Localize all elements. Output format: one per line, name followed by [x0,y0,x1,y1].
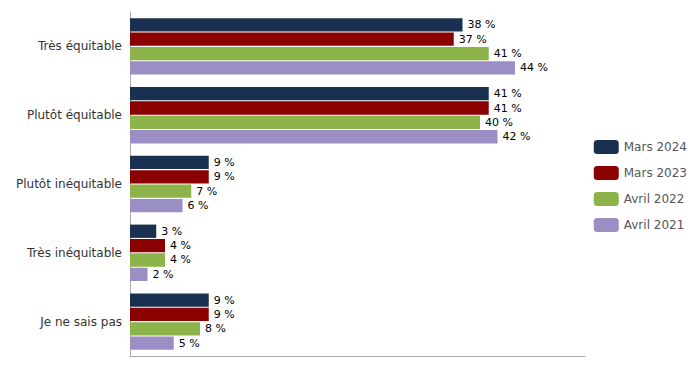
svg-text:Plutôt équitable: Plutôt équitable [27,108,122,122]
svg-text:3 %: 3 % [161,225,182,238]
svg-text:Mars 2024: Mars 2024 [624,140,687,154]
svg-text:7 %: 7 % [196,185,217,198]
svg-text:Plutôt inéquitable: Plutôt inéquitable [16,177,122,191]
svg-text:40 %: 40 % [485,116,513,129]
svg-text:Mars 2023: Mars 2023 [624,166,687,180]
svg-text:41 %: 41 % [494,87,522,100]
svg-text:41 %: 41 % [494,47,522,60]
svg-text:4 %: 4 % [170,239,191,252]
svg-text:9 %: 9 % [214,308,235,321]
svg-text:41 %: 41 % [494,102,522,115]
svg-text:8 %: 8 % [205,322,226,335]
svg-text:Avril 2022: Avril 2022 [624,192,685,206]
svg-text:37 %: 37 % [459,33,487,46]
svg-text:9 %: 9 % [214,156,235,169]
svg-text:Je ne sais pas: Je ne sais pas [39,315,122,329]
svg-text:5 %: 5 % [179,337,200,350]
svg-text:9 %: 9 % [214,294,235,307]
svg-text:Très inéquitable: Très inéquitable [26,246,122,260]
svg-text:Très équitable: Très équitable [37,39,122,53]
svg-text:6 %: 6 % [188,199,209,212]
svg-text:Avril 2021: Avril 2021 [624,218,685,232]
svg-text:42 %: 42 % [503,130,531,143]
svg-text:4 %: 4 % [170,253,191,266]
svg-text:44 %: 44 % [520,61,548,74]
svg-text:2 %: 2 % [153,268,174,281]
svg-text:38 %: 38 % [468,18,496,31]
svg-text:9 %: 9 % [214,170,235,183]
